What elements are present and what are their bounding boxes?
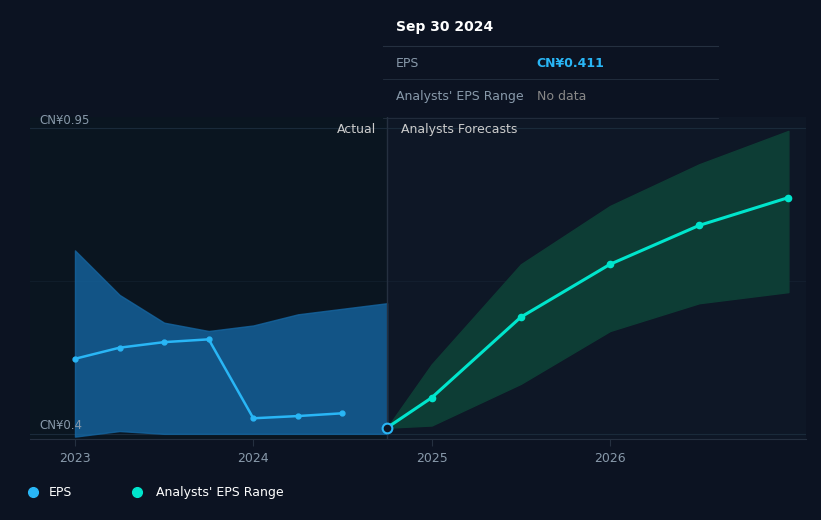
Text: Analysts' EPS Range: Analysts' EPS Range (156, 486, 283, 499)
Bar (30, 117, 387, 439)
Text: No data: No data (537, 89, 586, 102)
Text: EPS: EPS (396, 57, 420, 70)
Text: CN¥0.95: CN¥0.95 (39, 114, 89, 127)
Text: Analysts' EPS Range: Analysts' EPS Range (396, 89, 524, 102)
Text: Actual: Actual (337, 123, 376, 136)
Text: Sep 30 2024: Sep 30 2024 (396, 20, 493, 34)
Text: EPS: EPS (48, 486, 72, 499)
Text: CN¥0.411: CN¥0.411 (537, 57, 604, 70)
Text: CN¥0.4: CN¥0.4 (39, 419, 82, 432)
Text: Analysts Forecasts: Analysts Forecasts (401, 123, 518, 136)
